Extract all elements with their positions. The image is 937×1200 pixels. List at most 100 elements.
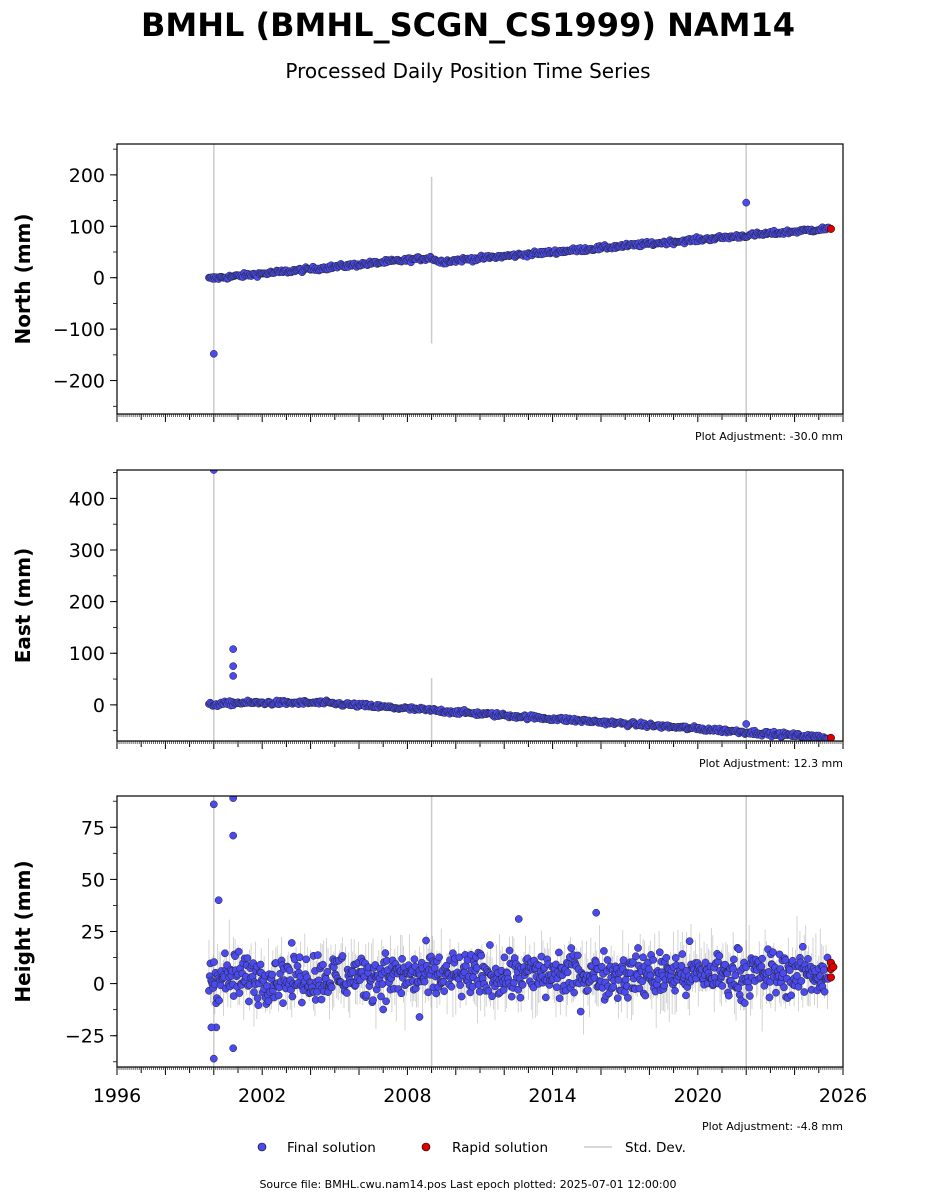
- final-point: [338, 952, 347, 960]
- final-point: [457, 992, 466, 1001]
- final-point: [638, 977, 647, 986]
- final-point-outlier: [229, 1044, 238, 1053]
- final-point: [797, 977, 806, 985]
- final-point: [800, 988, 809, 996]
- final-point: [563, 968, 572, 977]
- y-tick-label: 0: [93, 695, 105, 717]
- final-point: [210, 958, 218, 966]
- north-panel: 200 100 0 −100 −200 North (mm) Plot Adjustment…: [11, 143, 844, 443]
- final-point: [600, 947, 608, 955]
- y-axis-label: Height (mm): [11, 860, 35, 1002]
- final-point: [477, 951, 486, 960]
- final-point-outlier: [229, 831, 238, 840]
- final-point: [215, 996, 223, 1005]
- plot-adjustment-note: Plot Adjustment: -30.0 mm: [695, 430, 843, 443]
- final-point: [662, 953, 671, 962]
- plot-area: [205, 144, 835, 414]
- final-point: [369, 996, 377, 1004]
- final-point: [820, 966, 828, 974]
- y-tick-label: 100: [69, 643, 105, 665]
- final-point: [745, 983, 753, 992]
- final-point: [631, 952, 640, 961]
- final-point: [621, 975, 630, 984]
- final-point: [298, 998, 306, 1007]
- final-point: [382, 997, 390, 1006]
- final-point: [745, 992, 754, 1000]
- final-point: [235, 989, 244, 997]
- final-point: [757, 962, 766, 971]
- final-point: [484, 986, 493, 995]
- final-point: [758, 954, 767, 963]
- final-point: [468, 982, 477, 991]
- final-point-outlier: [514, 915, 523, 923]
- final-point: [613, 994, 622, 1003]
- final-point: [678, 950, 687, 958]
- final-point: [729, 965, 737, 973]
- final-point-outlier: [207, 1023, 216, 1032]
- final-point: [362, 991, 371, 999]
- final-point: [398, 954, 406, 963]
- final-point: [348, 968, 357, 976]
- final-point: [634, 944, 642, 952]
- x-tick-label: 2008: [383, 1085, 431, 1107]
- final-point: [715, 952, 724, 960]
- final-point: [302, 955, 311, 964]
- final-point: [505, 946, 514, 955]
- figure-title: BMHL (BMHL_SCGN_CS1999) NAM14: [141, 6, 795, 44]
- x-tick-label: 2020: [674, 1085, 722, 1107]
- plot-adjustment-note: Plot Adjustment: 12.3 mm: [699, 757, 843, 770]
- final-point: [555, 994, 564, 1003]
- final-point: [507, 992, 516, 1001]
- final-point: [552, 983, 561, 992]
- x-tick-label: 2014: [528, 1085, 576, 1107]
- final-point: [779, 969, 788, 978]
- final-point: [769, 948, 777, 957]
- final-point: [243, 954, 252, 962]
- y-tick-label: 100: [69, 216, 105, 238]
- final-point: [378, 980, 387, 988]
- y-tick-label: 0: [93, 974, 105, 996]
- axes-frame: [116, 795, 844, 1068]
- final-point: [609, 983, 618, 991]
- y-tick-label: 75: [81, 817, 105, 839]
- final-point: [570, 988, 578, 997]
- final-point: [293, 962, 302, 970]
- final-point: [343, 989, 351, 997]
- final-point: [254, 1001, 263, 1010]
- final-point-outlier: [209, 800, 218, 809]
- final-point: [514, 985, 523, 994]
- final-point: [624, 993, 632, 1002]
- final-point: [323, 967, 332, 976]
- final-point: [603, 956, 612, 964]
- plot-area: [205, 796, 838, 1067]
- final-point: [780, 983, 788, 992]
- final-point-outlier: [229, 672, 238, 680]
- final-point: [820, 987, 829, 996]
- final-point: [410, 955, 419, 964]
- final-point: [765, 993, 774, 1002]
- final-point: [573, 951, 582, 960]
- final-point: [377, 992, 385, 1001]
- final-point: [473, 963, 481, 972]
- final-point: [486, 941, 494, 949]
- source-footer: Source file: BMHL.cwu.nam14.pos Last epo…: [259, 1178, 676, 1191]
- final-point: [740, 999, 749, 1007]
- legend-std-label: Std. Dev.: [625, 1140, 686, 1156]
- y-tick-label: 0: [93, 268, 105, 290]
- final-point: [541, 993, 550, 1002]
- final-point: [685, 937, 694, 946]
- final-point: [584, 986, 592, 994]
- legend-rapid-marker: [421, 1142, 431, 1152]
- final-point: [285, 966, 294, 975]
- figure-subtitle: Processed Daily Position Time Series: [285, 59, 650, 83]
- final-point: [424, 988, 433, 997]
- final-point: [724, 991, 733, 1000]
- final-point: [317, 995, 326, 1004]
- legend-rapid-label: Rapid solution: [452, 1140, 548, 1156]
- final-point: [671, 986, 679, 995]
- rapid-point: [826, 224, 835, 233]
- final-point: [635, 984, 644, 993]
- final-point: [488, 992, 496, 1001]
- final-point: [730, 955, 738, 964]
